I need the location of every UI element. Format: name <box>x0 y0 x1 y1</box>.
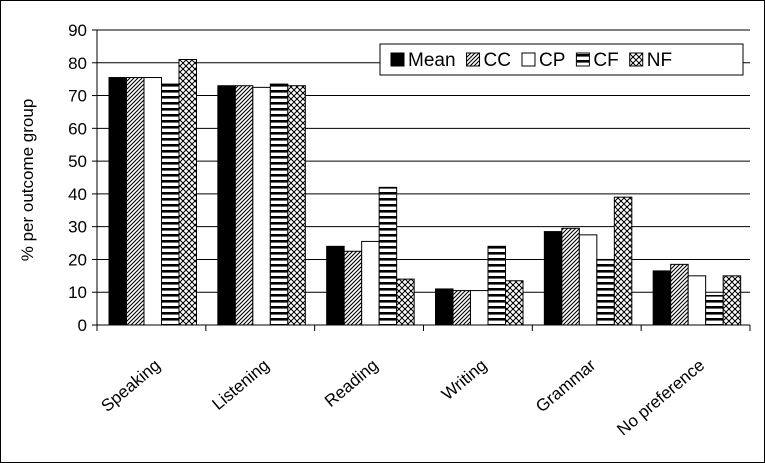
bar-cp-reading <box>361 240 380 326</box>
y-tick-label: 10 <box>68 283 87 302</box>
bar-cp-speaking <box>143 77 162 326</box>
legend-swatch-nf <box>629 52 644 67</box>
bar-mean-writing <box>435 288 454 326</box>
bar-cf-speaking <box>161 83 180 326</box>
legend-label-nf: NF <box>647 50 672 71</box>
legend-label-cc: CC <box>484 50 511 71</box>
bar-cc-speaking <box>126 77 145 326</box>
bar-mean-reading <box>326 245 345 326</box>
bar-cp-no-preference <box>687 275 707 326</box>
bar-cf-grammar <box>596 258 615 326</box>
legend-swatch-mean <box>390 52 405 67</box>
bar-nf-speaking <box>178 59 197 326</box>
bar-cp-listening <box>252 86 271 326</box>
legend-label-cp: CP <box>539 50 565 71</box>
legend: Mean CC CP CF NF <box>379 43 744 76</box>
legend-label-mean: Mean <box>408 50 456 71</box>
bar-mean-listening <box>217 85 236 326</box>
bar-cf-listening <box>269 83 289 326</box>
y-axis-title: % per outcome group <box>18 99 37 262</box>
bar-nf-reading <box>396 278 415 326</box>
bars <box>108 59 742 326</box>
y-tick-label: 60 <box>68 119 87 138</box>
legend-label-cf: CF <box>593 50 618 71</box>
y-tick-label: 0 <box>78 316 87 335</box>
bar-cc-writing <box>452 290 471 326</box>
y-tick-label: 80 <box>68 54 87 73</box>
bar-cp-grammar <box>578 234 598 326</box>
bar-cc-listening <box>234 85 254 326</box>
legend-swatch-cf <box>575 52 590 67</box>
y-tick-label: 50 <box>68 152 87 171</box>
y-tick-label: 30 <box>68 218 87 237</box>
y-tick-label: 40 <box>68 185 87 204</box>
gridlines <box>97 29 750 293</box>
bar-mean-no-preference <box>652 270 672 326</box>
legend-box <box>379 43 744 76</box>
axes <box>92 29 751 331</box>
y-tick-labels: 0 10 20 30 40 50 60 70 80 90 <box>68 21 87 335</box>
bar-nf-no-preference <box>722 275 742 326</box>
legend-swatch-cp <box>521 52 536 67</box>
legend-swatch-cc <box>466 52 481 67</box>
bar-cf-reading <box>378 186 398 326</box>
bar-nf-grammar <box>613 196 633 326</box>
bar-cc-no-preference <box>670 263 689 326</box>
y-tick-label: 20 <box>68 250 87 269</box>
y-tick-label: 90 <box>68 21 87 40</box>
bar-cf-writing <box>487 245 506 326</box>
bar-cc-grammar <box>561 227 580 326</box>
bar-mean-grammar <box>543 231 563 326</box>
y-tick-label: 70 <box>68 87 87 106</box>
bar-nf-writing <box>505 280 524 326</box>
bar-cc-reading <box>343 250 363 326</box>
bar-mean-speaking <box>108 77 127 326</box>
bar-cf-no-preference <box>705 295 724 326</box>
bar-nf-listening <box>287 85 306 326</box>
bar-cp-writing <box>470 290 489 326</box>
